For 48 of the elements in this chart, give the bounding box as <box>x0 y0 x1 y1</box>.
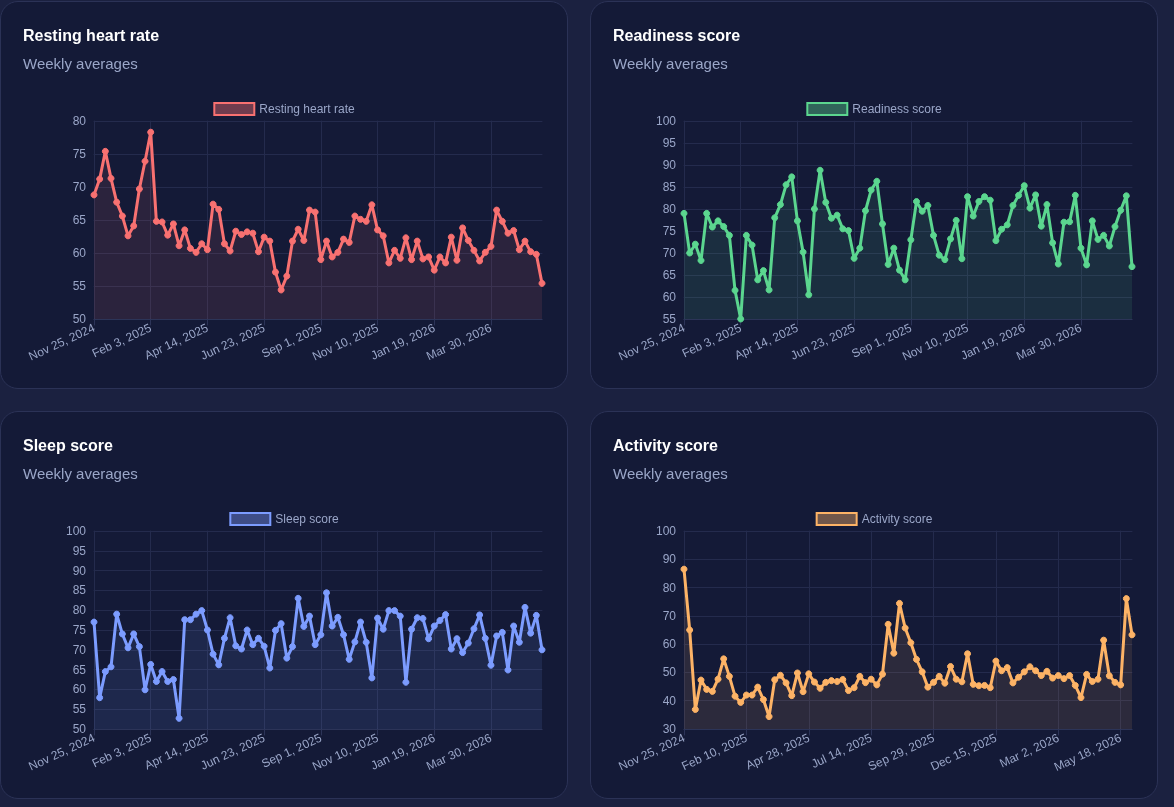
y-tick-label: 100 <box>655 114 677 128</box>
y-tick-label: 90 <box>662 552 677 567</box>
y-tick-label: 95 <box>72 543 87 558</box>
y-tick-label: 60 <box>662 637 677 652</box>
y-tick-label: 90 <box>72 563 87 578</box>
y-tick-label: 55 <box>72 279 87 293</box>
y-tick-label: 85 <box>662 180 677 194</box>
y-tick-label: 65 <box>72 662 87 677</box>
y-tick-label: 55 <box>662 312 677 326</box>
y-tick-label: 65 <box>72 213 87 227</box>
y-tick-label: 60 <box>72 246 87 260</box>
chart-subtitle: Weekly averages <box>23 465 138 482</box>
legend-label: Readiness score <box>852 102 943 116</box>
y-tick-label: 85 <box>72 583 87 598</box>
y-tick-label: 75 <box>72 623 87 637</box>
y-tick-label: 80 <box>662 580 677 595</box>
y-tick-label: 50 <box>72 722 87 736</box>
y-tick-label: 65 <box>662 268 677 282</box>
y-tick-label: 30 <box>662 722 677 736</box>
chart-subtitle: Weekly averages <box>613 55 728 72</box>
y-tick-label: 75 <box>72 147 87 161</box>
chart-title: Sleep score <box>23 437 113 455</box>
legend-label: Sleep score <box>275 512 340 526</box>
y-tick-label: 70 <box>662 246 677 260</box>
y-tick-label: 40 <box>662 693 677 708</box>
chart-subtitle: Weekly averages <box>613 465 728 482</box>
y-tick-label: 60 <box>662 290 677 304</box>
y-tick-label: 70 <box>662 608 677 623</box>
chart-title: Readiness score <box>613 27 741 45</box>
y-tick-label: 90 <box>662 158 677 172</box>
y-tick-label: 80 <box>72 603 87 618</box>
y-tick-label: 80 <box>72 114 87 128</box>
legend-label: Resting heart rate <box>259 102 356 116</box>
chart-title: Activity score <box>613 437 718 455</box>
y-tick-label: 50 <box>72 312 87 326</box>
legend-label: Activity score <box>861 512 933 526</box>
y-tick-label: 60 <box>72 682 87 697</box>
y-tick-label: 70 <box>72 180 87 194</box>
y-tick-label: 55 <box>72 702 87 717</box>
y-tick-label: 100 <box>655 524 677 538</box>
chart-subtitle: Weekly averages <box>23 55 138 72</box>
y-tick-label: 80 <box>662 202 677 216</box>
y-tick-label: 75 <box>662 224 677 238</box>
y-tick-label: 95 <box>662 136 677 150</box>
y-tick-label: 50 <box>662 665 677 680</box>
chart-title: Resting heart rate <box>23 27 160 45</box>
y-tick-label: 70 <box>72 642 87 657</box>
y-tick-label: 100 <box>65 524 87 538</box>
